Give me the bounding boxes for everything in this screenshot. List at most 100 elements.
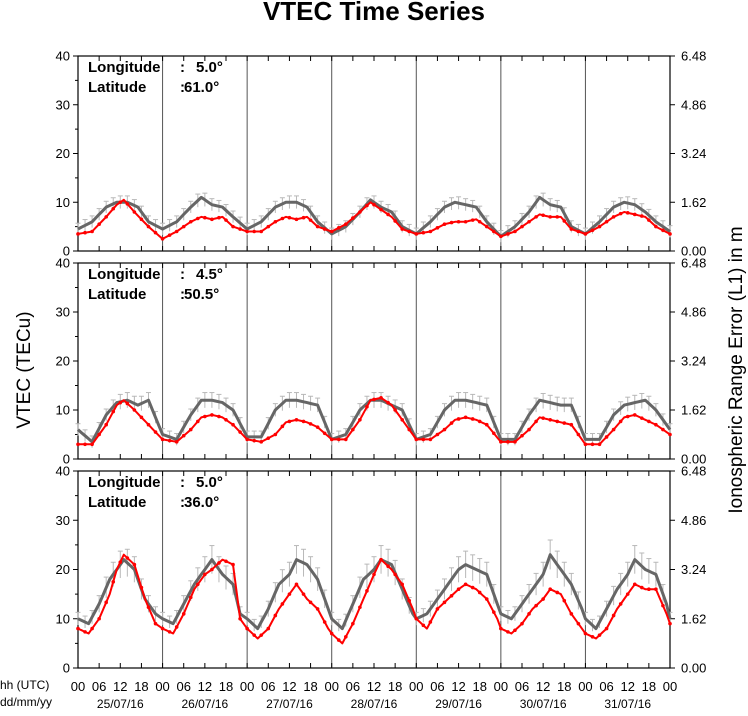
data-point-observed: [527, 219, 531, 224]
data-point-observed: [217, 561, 221, 565]
data-point-observed: [534, 215, 538, 219]
data-point-observed: [259, 440, 264, 444]
series-line-reference: [77, 553, 672, 631]
data-point-observed: [160, 437, 165, 442]
data-point-observed: [541, 597, 545, 601]
data-point-observed: [527, 427, 531, 432]
y-tick-label-left: 20: [56, 146, 70, 161]
data-point-observed: [118, 560, 123, 564]
data-point-observed: [266, 436, 271, 440]
data-point-observed: [160, 626, 165, 631]
x-tick-label-hour: 06: [261, 679, 275, 694]
data-point-observed: [449, 593, 454, 598]
data-point-observed: [196, 216, 200, 221]
data-point-observed: [344, 635, 348, 639]
x-corner-label-date: dd/mm/yy: [0, 695, 52, 709]
data-point-observed: [139, 415, 144, 420]
data-point-observed: [125, 556, 130, 560]
data-point-observed: [492, 431, 496, 436]
data-point-observed: [632, 212, 637, 217]
data-point-observed: [358, 210, 362, 214]
data-point-observed: [238, 616, 242, 621]
data-point-observed: [273, 613, 278, 618]
data-point-observed: [111, 580, 116, 584]
data-point-observed: [132, 562, 137, 567]
x-tick-label-hour: 00: [240, 679, 254, 694]
data-point-observed: [174, 625, 179, 629]
data-point-observed: [273, 219, 278, 224]
data-point-observed: [231, 562, 235, 567]
longitude-value: 5.0°: [196, 474, 223, 491]
data-point-observed: [393, 572, 397, 577]
data-point-observed: [336, 226, 341, 230]
data-point-observed: [618, 419, 623, 424]
data-point-observed: [358, 605, 362, 610]
data-point-observed: [379, 207, 383, 212]
data-point-observed: [280, 216, 285, 221]
y-tick-label-left: 20: [56, 562, 70, 577]
x-tick-label-hour: 00: [578, 679, 592, 694]
x-tick-label-hour: 18: [303, 679, 317, 694]
data-point-observed: [104, 215, 108, 219]
data-point-observed: [555, 419, 560, 424]
data-point-observed: [477, 419, 482, 424]
data-point-observed: [400, 582, 404, 587]
data-point-observed: [83, 442, 87, 447]
data-point-observed: [203, 572, 207, 577]
data-point-observed: [492, 610, 496, 614]
y-tick-label-right: 3.24: [681, 354, 706, 369]
data-point-observed: [576, 432, 581, 437]
x-tick-label-hour: 18: [388, 679, 402, 694]
y-tick-label-right: 6.48: [681, 256, 706, 271]
longitude-value: 5.0°: [196, 59, 223, 76]
data-point-observed: [372, 572, 376, 577]
data-point-observed: [661, 427, 665, 432]
data-point-observed: [365, 589, 369, 593]
data-point-observed: [449, 421, 454, 425]
data-point-observed: [322, 431, 327, 436]
data-point-observed: [442, 600, 447, 605]
data-point-observed: [569, 422, 574, 427]
latitude-label: Latitude: [88, 286, 146, 303]
x-tick-label-hour: 06: [346, 679, 360, 694]
x-tick-label-hour: 06: [599, 679, 613, 694]
data-point-observed: [654, 587, 658, 591]
x-tick-label-hour: 00: [494, 679, 508, 694]
data-point-observed: [618, 211, 623, 216]
data-point-observed: [379, 557, 383, 562]
panel-1: 0 0.00 10 1.62 20 3.24 30 4.86 40 6.48 Longitude:5…: [56, 49, 707, 259]
data-point-observed: [287, 592, 292, 596]
data-point-observed: [181, 224, 186, 229]
x-tick-label-hour: 18: [472, 679, 486, 694]
data-point-observed: [400, 418, 404, 422]
data-point-observed: [492, 229, 496, 234]
data-point-observed: [301, 215, 306, 220]
data-point-observed: [217, 414, 221, 419]
data-point-observed: [188, 595, 193, 600]
data-point-observed: [625, 592, 630, 596]
data-point-observed: [562, 598, 567, 603]
data-point-observed: [344, 222, 348, 226]
data-point-observed: [188, 219, 193, 224]
longitude-value: 4.5°: [196, 266, 223, 283]
data-point-observed: [463, 219, 468, 224]
data-point-observed: [224, 218, 228, 222]
x-tick-label-date: 26/07/16: [181, 697, 228, 711]
data-point-observed: [259, 633, 264, 637]
data-point-observed: [301, 419, 306, 424]
data-point-observed: [76, 232, 80, 236]
data-point-observed: [139, 217, 144, 222]
data-point-observed: [513, 628, 517, 633]
y-tick-label-left: 30: [56, 305, 70, 320]
data-point-observed: [555, 215, 560, 219]
data-point-observed: [329, 229, 334, 234]
data-point-observed: [611, 427, 616, 432]
data-point-observed: [661, 603, 665, 608]
data-point-observed: [386, 212, 390, 217]
data-point-observed: [146, 605, 151, 610]
data-point-observed: [329, 437, 334, 442]
data-point-observed: [280, 424, 285, 429]
x-tick-label-hour: 18: [557, 679, 571, 694]
